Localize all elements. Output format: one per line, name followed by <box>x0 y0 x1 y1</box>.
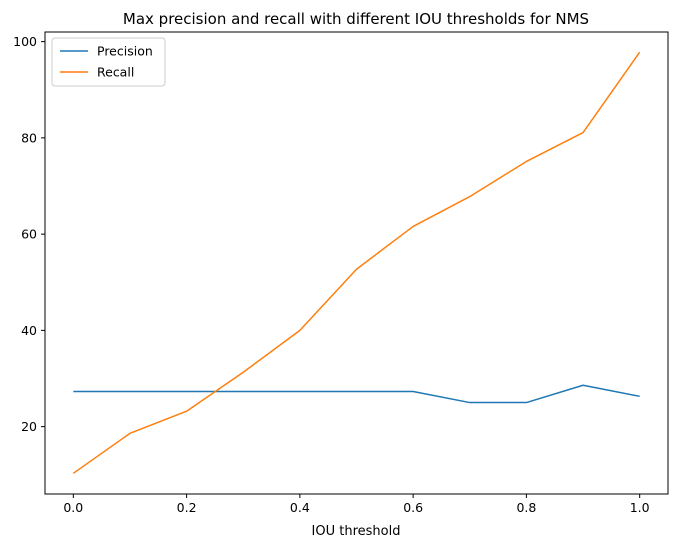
x-tick-label: 0.4 <box>290 500 310 515</box>
x-tick-label: 0.8 <box>516 500 536 515</box>
y-axis-ticks: 20 40 60 80 100 <box>13 34 45 434</box>
x-axis-ticks: 0.0 0.2 0.4 0.6 0.8 1.0 <box>63 494 650 515</box>
x-tick-label: 1.0 <box>630 500 650 515</box>
x-tick-label: 0.6 <box>403 500 423 515</box>
x-axis-label: IOU threshold <box>312 524 401 539</box>
legend-label-precision: Precision <box>97 44 153 59</box>
legend-label-recall: Recall <box>97 65 134 80</box>
series-line-recall <box>72 51 641 474</box>
chart-title: Max precision and recall with different … <box>123 10 589 28</box>
y-tick-label: 20 <box>21 419 37 434</box>
y-tick-label: 80 <box>21 130 37 145</box>
x-tick-label: 0.2 <box>177 500 197 515</box>
y-tick-label: 100 <box>13 34 37 49</box>
series-line-precision <box>73 384 640 404</box>
y-tick-label: 60 <box>21 227 37 242</box>
x-tick-label: 0.0 <box>63 500 83 515</box>
plot-frame <box>44 31 669 495</box>
legend: Precision Recall <box>51 37 166 87</box>
plot-lines <box>72 51 641 474</box>
y-tick-label: 40 <box>21 323 37 338</box>
legend-box <box>51 37 166 87</box>
